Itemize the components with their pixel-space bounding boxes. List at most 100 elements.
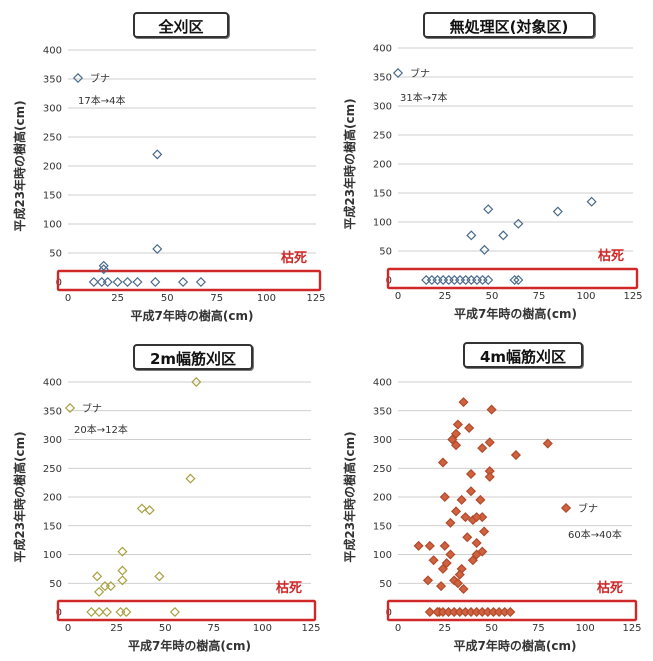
data-point (505, 606, 516, 618)
data-point (498, 230, 509, 241)
data-point (509, 274, 520, 286)
data-point (88, 276, 99, 288)
data-point (112, 276, 123, 288)
chart-title-4: 4m幅筋刈区 (463, 342, 583, 368)
data-point (428, 555, 439, 566)
y-tick-label: 200 (43, 162, 62, 173)
chart-panel-4: 4m幅筋刈区 0 50 100 150 200 250 300 350 400 0 25 50 75 10… (330, 330, 653, 661)
data-point (195, 276, 206, 288)
data-point (479, 244, 490, 255)
y-axis-label: 平成23年時の樹高(cm) (12, 100, 27, 231)
y-tick-label: 200 (373, 493, 392, 504)
data-point (477, 443, 488, 454)
data-point (460, 274, 471, 286)
data-point (450, 506, 462, 517)
y-tick-label: 400 (43, 46, 62, 57)
x-tick-label: 25 (111, 293, 124, 304)
x-tick-label: 75 (207, 623, 220, 634)
data-point (483, 204, 494, 215)
y-tick-label: 50 (49, 249, 62, 260)
data-point (484, 437, 495, 448)
x-tick-label: 25 (439, 291, 452, 302)
y-tick-label: 150 (373, 189, 392, 200)
y-tick-label: 350 (373, 73, 392, 84)
data-point (450, 428, 462, 439)
data-point (465, 486, 477, 497)
data-point (121, 606, 132, 618)
legend-marker (64, 402, 76, 414)
data-point (441, 558, 452, 569)
x-tick-label: 0 (395, 623, 401, 634)
data-point (105, 581, 116, 592)
dead-label: 枯死 (598, 248, 624, 264)
data-point (101, 606, 112, 618)
data-point (445, 517, 456, 528)
data-point (471, 274, 483, 286)
data-point (132, 276, 143, 288)
y-tick-label: 50 (379, 579, 392, 590)
x-tick-label: 50 (486, 291, 499, 302)
data-point (486, 404, 497, 415)
data-point (484, 471, 495, 482)
x-tick-label: 0 (65, 293, 71, 304)
data-point (462, 532, 473, 543)
data-point (117, 565, 128, 576)
x-axis-label: 平成7年時の樹高(cm) (128, 638, 251, 653)
data-point (465, 468, 477, 480)
x-axis-label: 平成7年時の樹高(cm) (454, 638, 577, 653)
x-tick-label: 125 (301, 623, 320, 634)
data-point (432, 274, 443, 286)
legend-marker (392, 67, 404, 79)
y-tick-label: 150 (43, 191, 62, 202)
y-axis-label: 平成23年時の樹高(cm) (342, 98, 357, 229)
data-point (458, 583, 469, 595)
chart-title-3: 2m幅筋刈区 (133, 344, 253, 370)
y-tick-label: 100 (43, 220, 62, 231)
y-tick-label: 300 (373, 435, 392, 446)
dead-label: 枯死 (276, 580, 302, 596)
x-tick-label: 125 (623, 291, 642, 302)
data-point (117, 575, 128, 586)
data-point (94, 606, 105, 618)
data-point (450, 440, 462, 451)
y-tick-label: 400 (43, 378, 62, 389)
chart-panel-1: 全刈区 0 50 100 150 200 250 300 350 400 0 25 50 75 100 12… (0, 0, 330, 330)
y-tick-label: 50 (49, 579, 62, 590)
y-tick-label: 100 (373, 550, 392, 561)
count-annotation: 20本→12本 (74, 423, 128, 436)
count-annotation: 60本→40本 (568, 528, 622, 541)
data-point (513, 274, 524, 286)
y-tick-label: 100 (43, 550, 62, 561)
x-tick-label: 50 (485, 623, 498, 634)
dead-zone-box (56, 269, 322, 292)
data-point (477, 546, 488, 557)
y-tick-label: 250 (373, 131, 392, 142)
y-tick-label: 100 (373, 218, 392, 229)
data-point (94, 586, 105, 597)
data-point (466, 230, 477, 241)
data-point (424, 540, 435, 551)
data-point (452, 419, 463, 430)
data-point (98, 260, 109, 271)
data-point (136, 503, 147, 514)
dead-label: 枯死 (281, 250, 307, 266)
data-point (454, 274, 466, 286)
x-tick-label: 75 (210, 293, 223, 304)
data-point (102, 276, 113, 288)
y-tick-label: 50 (379, 247, 392, 258)
data-point (436, 581, 447, 592)
y-tick-label: 200 (373, 160, 392, 171)
data-point (169, 606, 180, 618)
data-point (466, 274, 477, 286)
data-point (421, 274, 432, 286)
data-point (438, 274, 449, 286)
y-tick-label: 400 (373, 44, 392, 55)
chart-panel-3: 2m幅筋刈区 0 50 100 150 200 250 300 350 400 0 25 50 75 10… (0, 330, 330, 661)
count-annotation: 31本→7本 (400, 91, 447, 104)
data-point (191, 376, 202, 388)
chart-panel-2: 無処理区(対象区) 0 50 100 150 200 250 300 350 400 0 25 50 7… (330, 0, 653, 330)
data-point (454, 569, 465, 580)
data-point (144, 505, 155, 516)
dead-label: 枯死 (597, 580, 623, 596)
